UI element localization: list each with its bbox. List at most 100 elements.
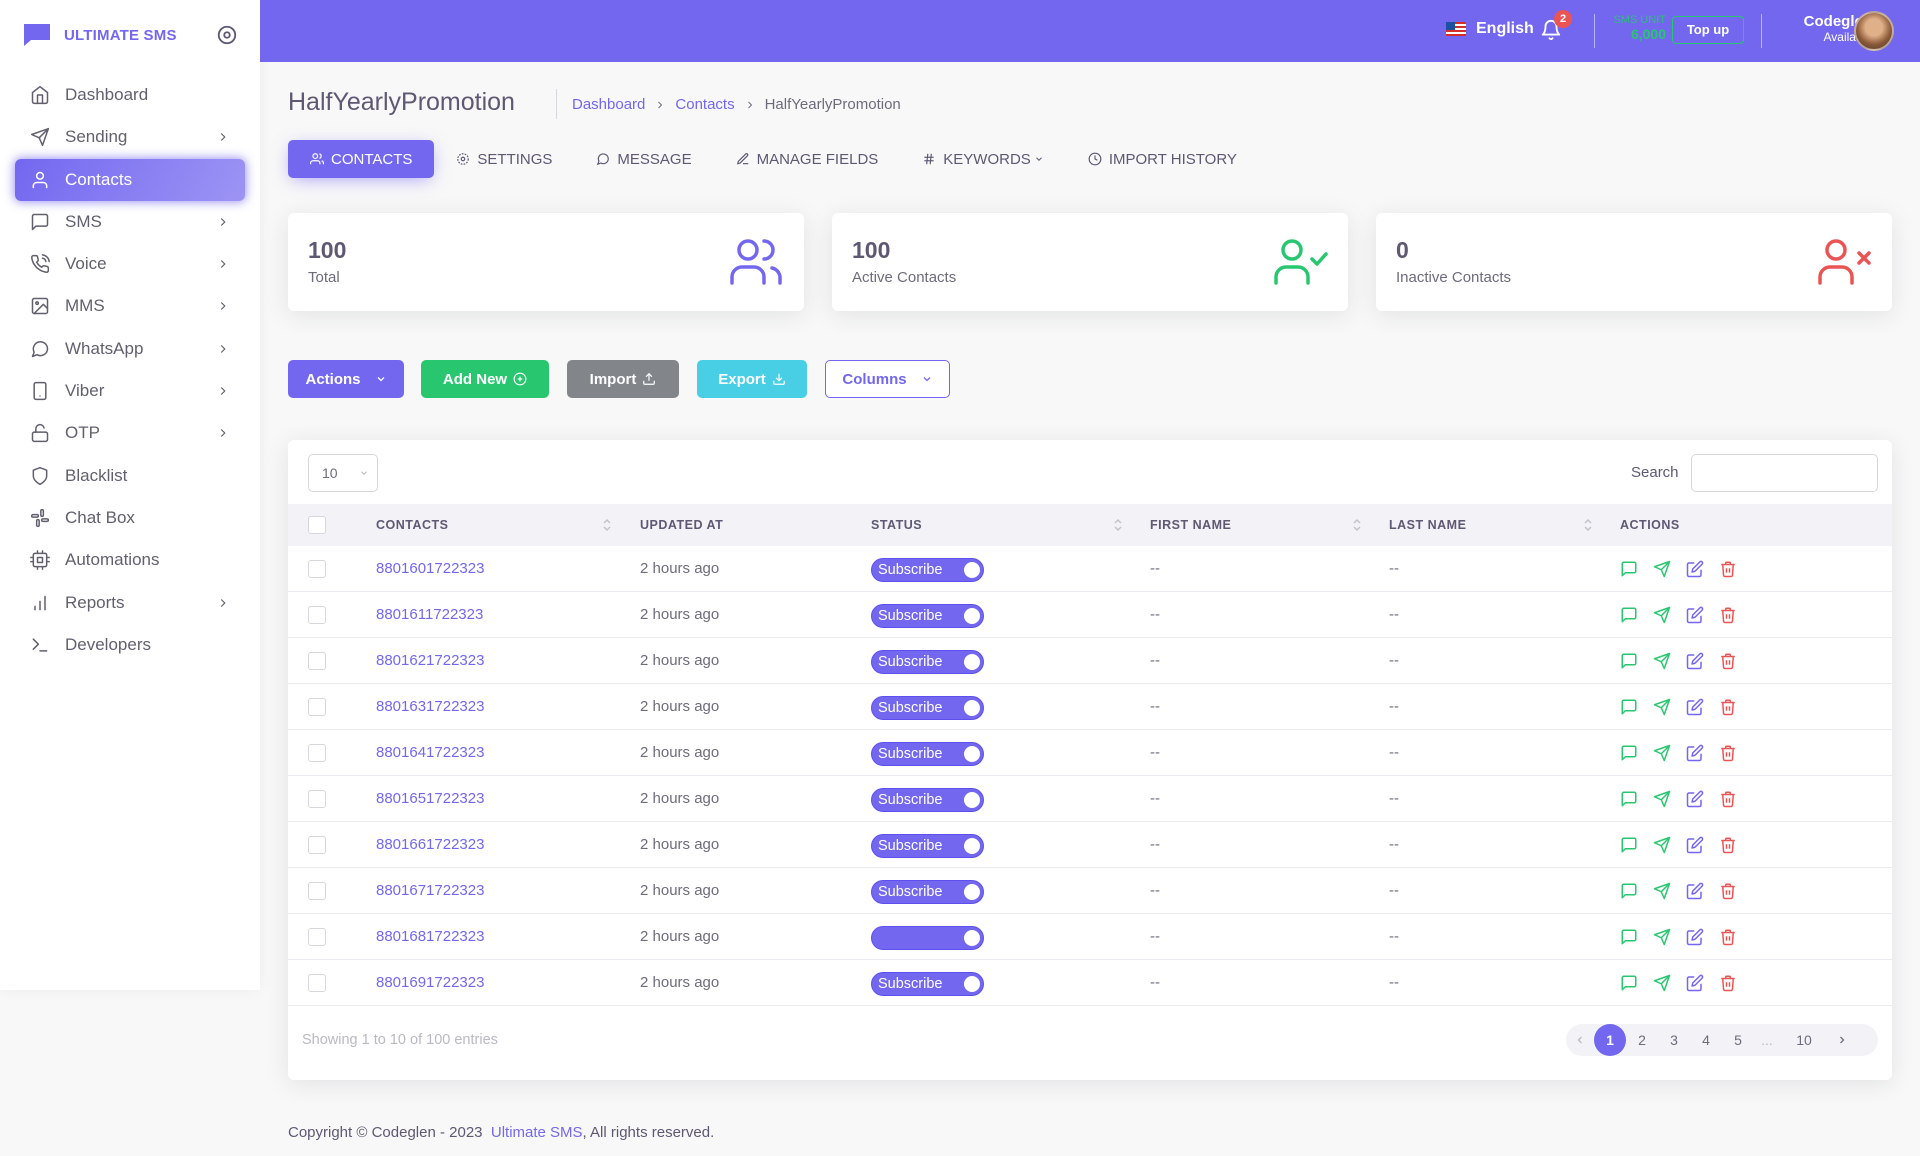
bell-icon[interactable] (1540, 18, 1562, 42)
chat-icon[interactable] (1620, 560, 1638, 578)
sidebar-item-automations[interactable]: Automations (15, 539, 245, 581)
column-header-contacts[interactable]: CONTACTS (376, 518, 449, 532)
breadcrumb-contacts[interactable]: Contacts (675, 96, 735, 113)
edit-icon[interactable] (1686, 744, 1704, 762)
trash-icon[interactable] (1719, 882, 1737, 900)
row-checkbox[interactable] (308, 744, 326, 762)
page-button[interactable]: 2 (1638, 1032, 1646, 1048)
row-checkbox[interactable] (308, 560, 326, 578)
edit-icon[interactable] (1686, 928, 1704, 946)
send-icon[interactable] (1653, 974, 1671, 992)
trash-icon[interactable] (1719, 790, 1737, 808)
row-checkbox[interactable] (308, 698, 326, 716)
trash-icon[interactable] (1719, 606, 1737, 624)
chat-icon[interactable] (1620, 652, 1638, 670)
row-checkbox[interactable] (308, 882, 326, 900)
trash-icon[interactable] (1719, 698, 1737, 716)
page-button[interactable]: 5 (1734, 1032, 1742, 1048)
topup-button[interactable]: Top up (1672, 16, 1744, 44)
status-toggle[interactable]: Subscribe (871, 788, 984, 812)
status-toggle[interactable] (871, 926, 984, 950)
trash-icon[interactable] (1719, 928, 1737, 946)
column-header-first-name[interactable]: FIRST NAME (1150, 518, 1232, 532)
column-header-updated-at[interactable]: UPDATED AT (640, 518, 724, 532)
contact-number-link[interactable]: 8801631722323 (376, 698, 485, 715)
page-button[interactable]: 1 (1594, 1024, 1626, 1056)
chat-icon[interactable] (1620, 974, 1638, 992)
send-icon[interactable] (1653, 744, 1671, 762)
contact-number-link[interactable]: 8801651722323 (376, 790, 485, 807)
contact-number-link[interactable]: 8801641722323 (376, 744, 485, 761)
sidebar-item-chat-box[interactable]: Chat Box (15, 497, 245, 539)
contact-number-link[interactable]: 8801601722323 (376, 560, 485, 577)
chat-icon[interactable] (1620, 744, 1638, 762)
pagination-prev[interactable] (1566, 1024, 1594, 1056)
send-icon[interactable] (1653, 928, 1671, 946)
tab-settings[interactable]: SETTINGS (434, 140, 574, 178)
sidebar-item-developers[interactable]: Developers (15, 624, 245, 666)
language-selector[interactable]: English (1446, 20, 1534, 38)
edit-icon[interactable] (1686, 882, 1704, 900)
row-checkbox[interactable] (308, 606, 326, 624)
import-button[interactable]: Import (567, 360, 679, 398)
row-checkbox[interactable] (308, 928, 326, 946)
edit-icon[interactable] (1686, 652, 1704, 670)
add-new-button[interactable]: Add New (421, 360, 549, 398)
page-button[interactable]: 4 (1702, 1032, 1710, 1048)
column-header-status[interactable]: STATUS (871, 518, 923, 532)
contact-number-link[interactable]: 8801681722323 (376, 928, 485, 945)
tab-message[interactable]: MESSAGE (574, 140, 713, 178)
send-icon[interactable] (1653, 606, 1671, 624)
contact-number-link[interactable]: 8801611722323 (376, 606, 484, 623)
sidebar-item-viber[interactable]: Viber (15, 370, 245, 412)
status-toggle[interactable]: Subscribe (871, 604, 984, 628)
page-length-select[interactable]: 10 (308, 454, 378, 492)
brand[interactable]: ULTIMATE SMS (0, 0, 260, 70)
contact-number-link[interactable]: 8801671722323 (376, 882, 485, 899)
export-button[interactable]: Export (697, 360, 807, 398)
status-toggle[interactable]: Subscribe (871, 834, 984, 858)
sidebar-item-whatsapp[interactable]: WhatsApp (15, 328, 245, 370)
chat-icon[interactable] (1620, 606, 1638, 624)
row-checkbox[interactable] (308, 652, 326, 670)
avatar[interactable] (1854, 11, 1894, 51)
breadcrumb-dashboard[interactable]: Dashboard (572, 96, 646, 113)
sidebar-item-otp[interactable]: OTP (15, 412, 245, 454)
chat-icon[interactable] (1620, 790, 1638, 808)
sidebar-item-blacklist[interactable]: Blacklist (15, 455, 245, 497)
tab-keywords[interactable]: KEYWORDS (900, 140, 1066, 178)
trash-icon[interactable] (1719, 836, 1737, 854)
chat-icon[interactable] (1620, 928, 1638, 946)
search-input[interactable] (1691, 454, 1878, 492)
trash-icon[interactable] (1719, 744, 1737, 762)
status-toggle[interactable]: Subscribe (871, 696, 984, 720)
send-icon[interactable] (1653, 790, 1671, 808)
edit-icon[interactable] (1686, 836, 1704, 854)
status-toggle[interactable]: Subscribe (871, 880, 984, 904)
actions-button[interactable]: Actions (288, 360, 404, 398)
row-checkbox[interactable] (308, 974, 326, 992)
send-icon[interactable] (1653, 836, 1671, 854)
row-checkbox[interactable] (308, 790, 326, 808)
trash-icon[interactable] (1719, 652, 1737, 670)
sidebar-item-sending[interactable]: Sending (15, 116, 245, 158)
edit-icon[interactable] (1686, 560, 1704, 578)
tab-contacts[interactable]: CONTACTS (288, 140, 435, 178)
sidebar-item-mms[interactable]: MMS (15, 285, 245, 327)
sidebar-item-dashboard[interactable]: Dashboard (15, 74, 245, 116)
chat-icon[interactable] (1620, 698, 1638, 716)
sidebar-item-voice[interactable]: Voice (15, 243, 245, 285)
edit-icon[interactable] (1686, 974, 1704, 992)
footer-link[interactable]: Ultimate SMS (490, 1124, 583, 1141)
send-icon[interactable] (1653, 882, 1671, 900)
trash-icon[interactable] (1719, 974, 1737, 992)
status-toggle[interactable]: Subscribe (871, 558, 984, 582)
tab-import-history[interactable]: IMPORT HISTORY (1066, 140, 1259, 178)
tab-manage-fields[interactable]: MANAGE FIELDS (714, 140, 901, 178)
row-checkbox[interactable] (308, 836, 326, 854)
send-icon[interactable] (1653, 698, 1671, 716)
chat-icon[interactable] (1620, 836, 1638, 854)
sidebar-item-reports[interactable]: Reports (15, 582, 245, 624)
contact-number-link[interactable]: 8801691722323 (376, 974, 485, 991)
chat-icon[interactable] (1620, 882, 1638, 900)
